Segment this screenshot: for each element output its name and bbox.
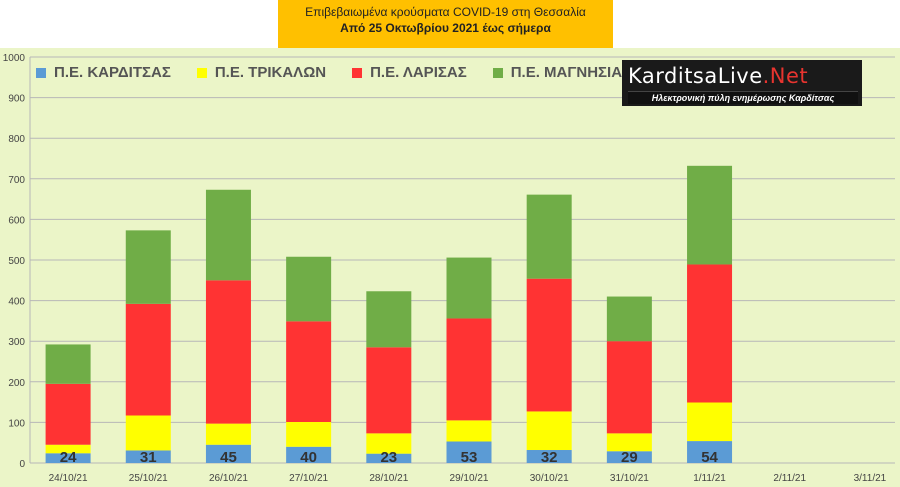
bar-segment bbox=[125, 450, 171, 463]
x-tick-label: 30/10/21 bbox=[530, 473, 569, 484]
legend-label-larisa: Π.Ε. ΛΑΡΙΣΑΣ bbox=[370, 64, 467, 81]
bar-segment bbox=[286, 446, 332, 463]
bar-segment bbox=[125, 415, 171, 451]
bar-segment bbox=[687, 165, 733, 265]
data-label: 45 bbox=[220, 449, 237, 466]
legend-item-larisa: Π.Ε. ΛΑΡΙΣΑΣ bbox=[352, 64, 467, 81]
logo-text-main: KarditsaLive bbox=[628, 64, 763, 88]
x-tick-label: 29/10/21 bbox=[450, 473, 489, 484]
y-tick-label: 0 bbox=[19, 459, 25, 470]
chart-title-box: Επιβεβαιωμένα κρούσματα COVID-19 στη Θεσ… bbox=[278, 0, 613, 48]
x-tick-label: 3/11/21 bbox=[854, 473, 887, 484]
bar-segment bbox=[366, 453, 412, 463]
bar-segment bbox=[205, 189, 251, 281]
legend-item-trikala: Π.Ε. ΤΡΙΚΑΛΩΝ bbox=[196, 64, 327, 81]
y-tick-label: 200 bbox=[8, 378, 25, 389]
bar-segment bbox=[606, 451, 652, 463]
y-tick-label: 700 bbox=[8, 175, 25, 186]
bar-segment bbox=[125, 303, 171, 416]
chart-subtitle: Από 25 Οκτωβρίου 2021 έως σήμερα bbox=[340, 21, 551, 35]
data-labels: 24 31 45 40 23 53 32 29 54 bbox=[60, 449, 719, 466]
x-tick-label: 31/10/21 bbox=[610, 473, 649, 484]
chart-title: Επιβεβαιωμένα κρούσματα COVID-19 στη Θεσ… bbox=[305, 5, 586, 19]
bar-segment bbox=[205, 280, 251, 424]
data-label: 32 bbox=[541, 449, 558, 466]
x-tick-label: 1/11/21 bbox=[693, 473, 726, 484]
bar-segment bbox=[687, 264, 733, 403]
x-tick-label: 26/10/21 bbox=[209, 473, 248, 484]
bar-segment bbox=[606, 433, 652, 452]
bar-segment bbox=[446, 318, 492, 421]
bar-segment bbox=[205, 423, 251, 445]
x-axis: 24/10/21 25/10/21 26/10/21 27/10/21 28/10/21… bbox=[49, 473, 887, 484]
x-tick-label: 27/10/21 bbox=[289, 473, 328, 484]
x-tick-label: 28/10/21 bbox=[369, 473, 408, 484]
bar-segment bbox=[366, 291, 412, 348]
data-label: 24 bbox=[60, 449, 77, 466]
bar-segment bbox=[125, 230, 171, 304]
data-label: 40 bbox=[300, 449, 317, 466]
legend-label-karditsa: Π.Ε. ΚΑΡΔΙΤΣΑΣ bbox=[54, 64, 171, 81]
bar-segment bbox=[286, 321, 332, 422]
legend-swatch-trikala bbox=[196, 67, 207, 78]
y-tick-label: 100 bbox=[8, 418, 25, 429]
data-label: 23 bbox=[380, 449, 397, 466]
bar-segment bbox=[526, 450, 572, 463]
bar-segment bbox=[446, 441, 492, 463]
bar-segment bbox=[366, 433, 412, 454]
bar-segment bbox=[446, 257, 492, 319]
legend-swatch-karditsa bbox=[36, 67, 46, 78]
legend: Π.Ε. ΚΑΡΔΙΤΣΑΣ Π.Ε. ΤΡΙΚΑΛΩΝ Π.Ε. ΛΑΡΙΣΑ… bbox=[36, 64, 657, 81]
bar-segment bbox=[526, 194, 572, 279]
x-tick-label: 25/10/21 bbox=[129, 473, 168, 484]
data-label: 54 bbox=[701, 449, 718, 466]
legend-item-karditsa: Π.Ε. ΚΑΡΔΙΤΣΑΣ bbox=[36, 64, 171, 81]
y-axis: 0 100 200 300 400 500 600 700 800 900 1000 bbox=[3, 53, 31, 470]
logo-text-suffix: .Net bbox=[762, 64, 809, 88]
y-tick-label: 300 bbox=[8, 337, 25, 348]
data-label: 31 bbox=[140, 449, 157, 466]
legend-swatch-magnisia bbox=[492, 67, 503, 78]
data-label: 53 bbox=[461, 449, 478, 466]
bars bbox=[45, 165, 733, 463]
legend-label-magnisia: Π.Ε. ΜΑΓΝΗΣΙΑΣ bbox=[510, 64, 632, 81]
y-tick-label: 400 bbox=[8, 297, 25, 308]
bar-segment bbox=[205, 444, 251, 463]
x-tick-label: 24/10/21 bbox=[49, 473, 88, 484]
gridlines bbox=[30, 56, 895, 464]
legend-label-trikala: Π.Ε. ΤΡΙΚΑΛΩΝ bbox=[214, 64, 327, 81]
legend-item-magnisia: Π.Ε. ΜΑΓΝΗΣΙΑΣ bbox=[492, 64, 632, 81]
bar-segment bbox=[606, 341, 652, 434]
y-tick-label: 500 bbox=[8, 256, 25, 267]
bar-segment bbox=[687, 402, 733, 442]
bar-segment bbox=[45, 344, 91, 384]
karditsalive-logo[interactable]: KarditsaLive.Net Ηλεκτρονική πύλη ενημέρ… bbox=[622, 60, 862, 106]
bar-segment bbox=[526, 278, 572, 412]
bar-segment bbox=[606, 296, 652, 342]
data-label: 29 bbox=[621, 449, 638, 466]
bar-segment bbox=[366, 347, 412, 434]
bar-segment bbox=[286, 256, 332, 322]
bar-segment bbox=[45, 444, 91, 454]
bar-segment bbox=[45, 453, 91, 463]
legend-swatch-larisa bbox=[352, 67, 363, 78]
x-tick-label: 2/11/21 bbox=[773, 473, 806, 484]
y-tick-label: 800 bbox=[8, 134, 25, 145]
bar-segment bbox=[446, 420, 492, 442]
bar-segment bbox=[286, 421, 332, 447]
y-tick-label: 1000 bbox=[3, 53, 26, 64]
y-tick-label: 900 bbox=[8, 94, 25, 105]
logo-tagline: Ηλεκτρονική πύλη ενημέρωσης Καρδίτσας bbox=[628, 91, 858, 104]
bar-segment bbox=[526, 411, 572, 451]
bar-segment bbox=[45, 383, 91, 445]
logo-wordmark: KarditsaLive.Net bbox=[628, 64, 808, 88]
y-tick-label: 600 bbox=[8, 215, 25, 226]
bar-segment bbox=[687, 441, 733, 463]
